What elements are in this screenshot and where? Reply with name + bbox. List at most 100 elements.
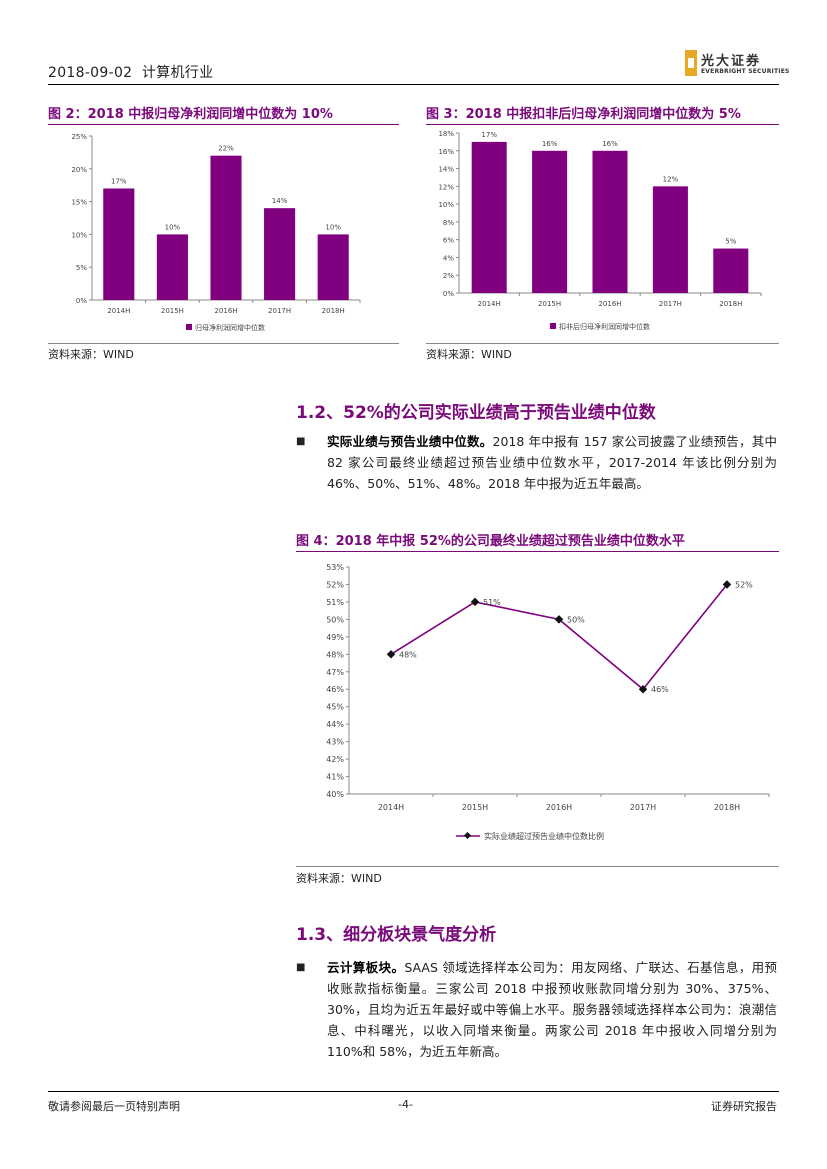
fig4-legend-label: 实际业绩超过预告业绩中位数比例	[484, 831, 604, 841]
fig2-legend-swatch	[186, 324, 192, 330]
fig2-bar	[264, 208, 296, 300]
fig4-x-tick-label: 2014H	[378, 803, 404, 812]
footer-rule	[48, 1091, 779, 1092]
section-1-3-heading: 1.3、细分板块景气度分析	[296, 925, 497, 945]
fig4-y-tick-label: 41%	[326, 773, 344, 782]
fig4-source: 资料来源：WIND	[296, 872, 382, 885]
fig4-series-line	[390, 583, 728, 691]
fig4-y-tick-label: 40%	[326, 790, 344, 799]
fig3-y-tick-label: 6%	[443, 237, 454, 245]
sec12-bullet-icon: ■	[296, 436, 306, 447]
fig2-y-tick-label: 5%	[76, 264, 87, 272]
sec13-bullet-icon: ■	[296, 962, 306, 973]
sec13-paragraph: 云计算板块。SAAS 领域选择样本公司为：用友网络、广联达、石基信息，用预收账款…	[327, 957, 777, 1062]
logo-mark-icon	[685, 50, 697, 76]
footer-page-number: -4-	[398, 1098, 413, 1111]
sec13-lead: 云计算板块。	[327, 960, 405, 975]
fig3-data-label: 5%	[725, 238, 736, 246]
fig2-data-label: 10%	[325, 223, 341, 231]
fig2-y-tick-label: 25%	[71, 133, 87, 141]
fig2-data-label: 14%	[272, 197, 288, 205]
fig3-data-label: 17%	[481, 131, 497, 139]
fig3-bar	[532, 150, 568, 293]
fig2-legend-label: 归母净利润同增中位数	[195, 323, 265, 332]
sec12-lead: 实际业绩与预告业绩中位数。	[327, 434, 493, 449]
fig3-y-tick-label: 10%	[438, 201, 454, 209]
logo-text-en: EVERBRIGHT SECURITIES	[701, 68, 790, 75]
fig2-y-tick-label: 20%	[71, 166, 87, 174]
fig3-data-label: 16%	[602, 140, 618, 148]
fig3-y-tick-label: 12%	[438, 183, 454, 191]
fig4-y-tick-label: 51%	[326, 598, 344, 607]
fig4-y-tick-label: 47%	[326, 668, 344, 677]
header-industry: 计算机行业	[141, 65, 214, 81]
fig3-bar	[592, 150, 628, 293]
fig4-y-tick-label: 52%	[326, 580, 344, 589]
company-logo: 光大证券 EVERBRIGHT SECURITIES	[685, 50, 789, 80]
fig3-plot: 0% 2% 4% 6% 8% 10% 12% 14% 16% 18% 17% 2014H 16% 2015…	[438, 130, 762, 331]
fig3-x-tick-label: 2014H	[478, 300, 501, 308]
header-date-industry: 2018-09-02 计算机行业	[48, 62, 213, 82]
fig4-title-rule	[296, 551, 779, 552]
fig2-x-tick-label: 2014H	[107, 307, 130, 315]
sec13-text: SAAS 领域选择样本公司为：用友网络、广联达、石基信息，用预收账款指标衡量。三…	[327, 960, 777, 1059]
fig3-y-tick-label: 2%	[443, 272, 454, 280]
fig4-y-tick-label: 48%	[326, 650, 344, 659]
fig4-y-tick-label: 43%	[326, 738, 344, 747]
fig4-y-tick-label: 50%	[326, 615, 344, 624]
fig2-y-tick-label: 10%	[71, 231, 87, 239]
fig2-title-rule	[48, 124, 399, 125]
fig3-data-label: 16%	[542, 140, 558, 148]
fig4-data-label: 48%	[399, 650, 417, 659]
fig3-y-tick-label: 0%	[443, 290, 454, 298]
fig4-legend-marker	[463, 831, 472, 840]
fig4-y-tick-label: 46%	[326, 685, 344, 694]
fig3-source-rule	[426, 343, 779, 344]
fig2-data-label: 22%	[218, 145, 234, 153]
sec12-paragraph: 实际业绩与预告业绩中位数。2018 年中报有 157 家公司披露了业绩预告，其中…	[327, 431, 777, 494]
fig4-x-tick-label: 2016H	[546, 803, 572, 812]
fig3-x-tick-label: 2016H	[598, 300, 621, 308]
fig2-y-tick-label: 15%	[71, 199, 87, 207]
fig4-plot: 40% 41% 42% 43% 44% 45% 46% 47% 48% 49% 50% 51% 52% 5…	[326, 563, 770, 841]
fig4-x-tick-label: 2015H	[462, 803, 488, 812]
fig2-bar	[156, 234, 188, 300]
fig4-y-tick-label: 44%	[326, 720, 344, 729]
fig2-source: 资料来源：WIND	[48, 348, 134, 361]
fig2-bar	[210, 155, 242, 300]
section-1-2-heading: 1.2、52%的公司实际业绩高于预告业绩中位数	[296, 403, 656, 423]
fig3-bar	[713, 248, 749, 293]
fig2-x-tick-label: 2017H	[268, 307, 291, 315]
footer-disclaimer: 敬请参阅最后一页特别声明	[48, 1100, 180, 1113]
fig2-data-label: 10%	[165, 223, 181, 231]
header-rule	[48, 84, 779, 85]
fig3-data-label: 12%	[663, 175, 679, 183]
fig2-plot: 0% 5% 10% 15% 20% 25% 17% 2014H 10% 2015H 22% 2016H…	[71, 133, 361, 332]
fig2-title: 图 2：2018 中报归母净利润同增中位数为 10%	[48, 107, 333, 122]
fig2-data-label: 17%	[111, 177, 127, 185]
fig3-title: 图 3：2018 中报扣非后归母净利润同增中位数为 5%	[426, 107, 741, 122]
footer-report-type: 证券研究报告	[711, 1100, 777, 1113]
header-date: 2018-09-02	[48, 65, 133, 81]
fig4-data-label: 50%	[567, 615, 585, 624]
sec12-text: 2018 年中报有 157 家公司披露了业绩预告，其中 82 家公司最终业绩超过…	[327, 434, 777, 491]
fig2-y-tick-label: 0%	[76, 297, 87, 305]
fig3-x-tick-label: 2015H	[538, 300, 561, 308]
fig2-bar	[317, 234, 349, 300]
fig2-x-tick-label: 2016H	[214, 307, 237, 315]
fig3-source: 资料来源：WIND	[426, 348, 512, 361]
fig4-chart: 40% 41% 42% 43% 44% 45% 46% 47% 48% 49% 50% 51% 52% 5…	[326, 563, 770, 841]
fig3-y-tick-label: 14%	[438, 166, 454, 174]
fig3-y-tick-label: 18%	[438, 130, 454, 138]
fig4-title: 图 4：2018 年中报 52%的公司最终业绩超过预告业绩中位数水平	[296, 534, 685, 549]
fig4-data-label: 46%	[651, 685, 669, 694]
fig4-x-tick-label: 2018H	[714, 803, 740, 812]
fig4-source-rule	[296, 866, 779, 867]
fig4-y-tick-label: 49%	[326, 633, 344, 642]
fig4-data-label: 52%	[735, 580, 753, 589]
fig3-bar	[471, 141, 507, 293]
fig3-legend-label: 扣非后归母净利润同增中位数	[559, 322, 650, 331]
fig4-x-tick-label: 2017H	[630, 803, 656, 812]
fig3-chart: 0% 2% 4% 6% 8% 10% 12% 14% 16% 18% 17% 2014H 16% 2015…	[438, 130, 762, 331]
fig4-point	[470, 597, 480, 607]
